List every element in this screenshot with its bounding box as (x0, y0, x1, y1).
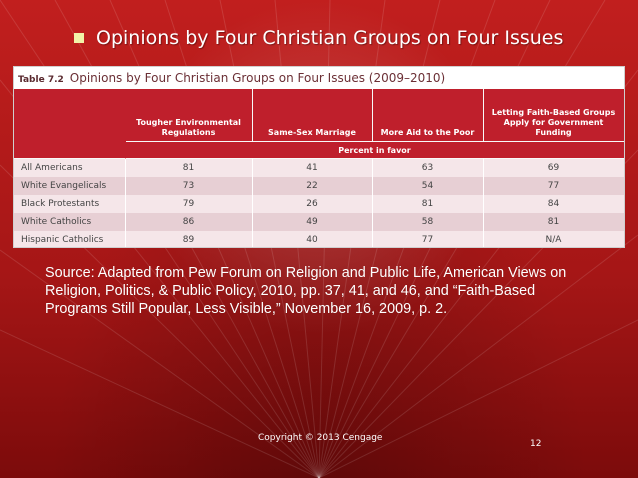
table-cell: 84 (483, 195, 624, 213)
table-cell: 77 (483, 177, 624, 195)
percent-in-favor-header: Percent in favor (125, 141, 624, 159)
row-label-all-americans: All Americans (14, 158, 126, 177)
table-row: Black Protestants 79 26 81 84 (14, 195, 624, 213)
source-citation: Source: Adapted from Pew Forum on Religi… (45, 265, 567, 317)
copyright-notice: Copyright © 2013 Cengage (258, 433, 383, 443)
table-cell: 86 (125, 213, 253, 231)
slide-page-number: 12 (530, 439, 542, 449)
table-caption: Table 7.2 Opinions by Four Christian Gro… (14, 67, 624, 89)
column-header-same-sex-marriage: Same-Sex Marriage (252, 89, 373, 142)
table-row: Hispanic Catholics 89 40 77 N/A (14, 231, 624, 247)
table-cell: 79 (125, 195, 253, 213)
table-cell: N/A (483, 231, 624, 247)
column-header-aid-to-poor: More Aid to the Poor (372, 89, 484, 142)
row-label-black-protestants: Black Protestants (14, 195, 126, 213)
row-label-white-catholics: White Catholics (14, 213, 126, 231)
table-cell: 54 (372, 177, 484, 195)
table-cell: 41 (252, 158, 373, 177)
slide-title: Opinions by Four Christian Groups on Fou… (96, 27, 564, 49)
table-cell: 77 (372, 231, 484, 247)
table-cell: 81 (372, 195, 484, 213)
table-cell: 89 (125, 231, 253, 247)
table-number: Table 7.2 (18, 75, 64, 85)
table-row: All Americans 81 41 63 69 (14, 158, 624, 177)
row-header-cell (14, 89, 126, 159)
row-label-white-evangelicals: White Evangelicals (14, 177, 126, 195)
table-cell: 63 (372, 158, 484, 177)
table-cell: 81 (483, 213, 624, 231)
table-cell: 40 (252, 231, 373, 247)
table-cell: 81 (125, 158, 253, 177)
table-cell: 58 (372, 213, 484, 231)
table-wrapper: Tougher Environmental Regulations Same-S… (14, 89, 624, 247)
table-row: White Catholics 86 49 58 81 (14, 213, 624, 231)
table-row: White Evangelicals 73 22 54 77 (14, 177, 624, 195)
opinions-table: Tougher Environmental Regulations Same-S… (14, 89, 624, 247)
table-title: Opinions by Four Christian Groups on Fou… (69, 71, 446, 85)
table-header-row: Tougher Environmental Regulations Same-S… (14, 89, 624, 159)
slide-title-row: Opinions by Four Christian Groups on Fou… (74, 26, 614, 50)
table-cell: 69 (483, 158, 624, 177)
column-header-environment: Tougher Environmental Regulations (125, 89, 253, 142)
table-cell: 73 (125, 177, 253, 195)
table-subheader-row: Percent in favor (14, 141, 624, 159)
survey-table-card: Table 7.2 Opinions by Four Christian Gro… (13, 66, 625, 248)
table-cell: 26 (252, 195, 373, 213)
table-cell: 22 (252, 177, 373, 195)
square-bullet-icon (74, 33, 84, 43)
row-label-hispanic-catholics: Hispanic Catholics (14, 231, 126, 247)
column-header-faith-based-funding: Letting Faith-Based Groups Apply for Gov… (483, 89, 624, 142)
table-cell: 49 (252, 213, 373, 231)
